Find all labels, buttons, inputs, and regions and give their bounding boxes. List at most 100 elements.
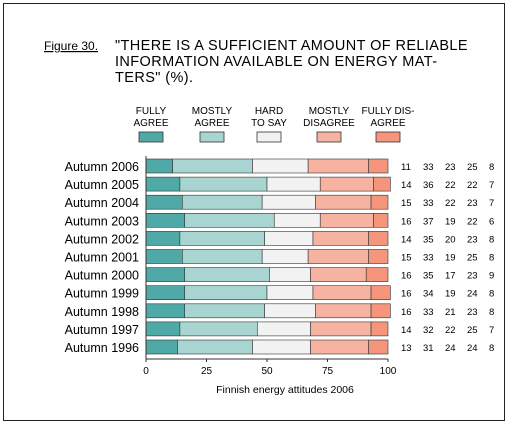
value-label: 8	[489, 343, 494, 354]
bar-segment	[261, 194, 316, 210]
value-label: 16	[401, 271, 412, 282]
value-label: 24	[445, 343, 456, 354]
x-axis: 0 25 50 75 100 Finnish energy attitudes 2006	[143, 156, 397, 396]
legend-label-5-line-2: AGREE	[370, 118, 405, 129]
legend-swatch-1	[138, 131, 164, 143]
legend-label-1-line-2: AGREE	[133, 118, 168, 129]
bar-segment	[182, 249, 263, 264]
value-label: 14	[401, 180, 412, 191]
value-label: 23	[467, 307, 478, 318]
bar-segment	[370, 303, 391, 319]
value-label: 31	[423, 343, 434, 354]
legend-swatch-3	[256, 131, 282, 143]
bar-segment	[261, 249, 309, 264]
bar-segment	[319, 176, 374, 192]
value-label: 17	[445, 271, 456, 282]
value-label: 22	[467, 180, 478, 191]
value-label: 6	[489, 216, 494, 227]
category-label: Autumn 1996	[65, 341, 139, 355]
bar-segment	[257, 321, 311, 337]
value-label: 8	[489, 253, 494, 264]
bar-segment	[145, 194, 183, 210]
value-label: 22	[467, 216, 478, 227]
bar-segment	[310, 321, 372, 337]
value-label: 16	[401, 289, 412, 300]
bar-segment	[368, 339, 389, 355]
bar-segment	[307, 158, 369, 174]
bar-segment	[273, 213, 321, 228]
value-label: 24	[467, 343, 478, 354]
value-label: 33	[423, 162, 434, 173]
bar-segment	[319, 213, 374, 228]
value-label: 9	[489, 271, 494, 282]
bar-segment	[184, 267, 270, 282]
value-label: 7	[489, 198, 494, 209]
bar-segment	[179, 321, 258, 337]
bar-segment	[172, 158, 253, 174]
legend-label-3-line-2: TO SAY	[251, 118, 287, 129]
legend-swatch-2	[199, 131, 225, 143]
bar-segment	[264, 231, 314, 246]
legend-label-4-line-2: DISAGREE	[303, 118, 355, 129]
bar-segment	[373, 176, 391, 192]
legend-label-3-line-1: HARD	[255, 106, 283, 117]
value-label: 36	[423, 180, 434, 191]
bar-segment	[264, 303, 316, 319]
value-label: 8	[489, 162, 494, 173]
value-label: 20	[445, 234, 456, 245]
bar-segment	[266, 176, 321, 192]
category-label: Autumn 2002	[65, 232, 139, 246]
bar-segment	[315, 303, 372, 319]
value-label: 16	[401, 216, 412, 227]
bar-segment	[252, 339, 311, 355]
value-label: 25	[467, 253, 478, 264]
bar-segment	[373, 213, 389, 228]
bar-segment	[145, 176, 181, 192]
value-label: 32	[423, 325, 434, 336]
category-label: Autumn 1997	[65, 323, 139, 337]
bar-segment	[145, 231, 181, 246]
bar-segment	[310, 339, 369, 355]
bar-segment	[145, 158, 173, 174]
value-label: 23	[467, 198, 478, 209]
bar-segment	[184, 303, 265, 319]
x-tick-label: 50	[261, 366, 273, 377]
value-label: 16	[401, 307, 412, 318]
value-label: 33	[423, 253, 434, 264]
value-label: 35	[423, 271, 434, 282]
value-label: 22	[445, 180, 456, 191]
figure-frame: Figure 30. "THERE IS A SUFFICIENT AMOUNT…	[3, 3, 505, 421]
bar-segment	[145, 249, 183, 264]
legend-swatch-4	[316, 131, 342, 143]
value-label: 19	[445, 289, 456, 300]
value-label: 14	[401, 325, 412, 336]
value-label: 23	[467, 271, 478, 282]
x-axis-label: Finnish energy attitudes 2006	[216, 384, 354, 396]
chart-title-line-3: TERS" (%).	[115, 70, 193, 86]
bar-segment	[184, 213, 275, 228]
category-label: Autumn 2003	[65, 214, 139, 228]
bar-segment	[179, 176, 268, 192]
value-label: 14	[401, 234, 412, 245]
value-label: 7	[489, 325, 494, 336]
value-label: 8	[489, 234, 494, 245]
value-label: 21	[445, 307, 456, 318]
bar-segment	[184, 285, 268, 301]
value-label: 35	[423, 234, 434, 245]
value-label: 11	[401, 162, 411, 173]
bar-segment	[370, 321, 389, 337]
legend-label-1-line-1: FULLY	[136, 106, 167, 117]
value-label: 33	[423, 198, 434, 209]
category-label: Autumn 2001	[65, 251, 139, 265]
bars: Autumn 2006 11 33 23 25 8 Autumn 2005 14 36 22 22 7…	[65, 158, 494, 355]
bar-segment	[145, 321, 181, 337]
bar-segment	[145, 213, 186, 228]
bar-segment	[370, 285, 391, 301]
x-tick-label: 100	[380, 366, 397, 377]
value-label: 24	[467, 289, 478, 300]
value-label: 13	[401, 343, 412, 354]
value-label: 34	[423, 289, 434, 300]
chart-title-line-2: INFORMATION AVAILABLE ON ENERGY MAT-	[115, 54, 437, 70]
bar-segment	[145, 339, 178, 355]
